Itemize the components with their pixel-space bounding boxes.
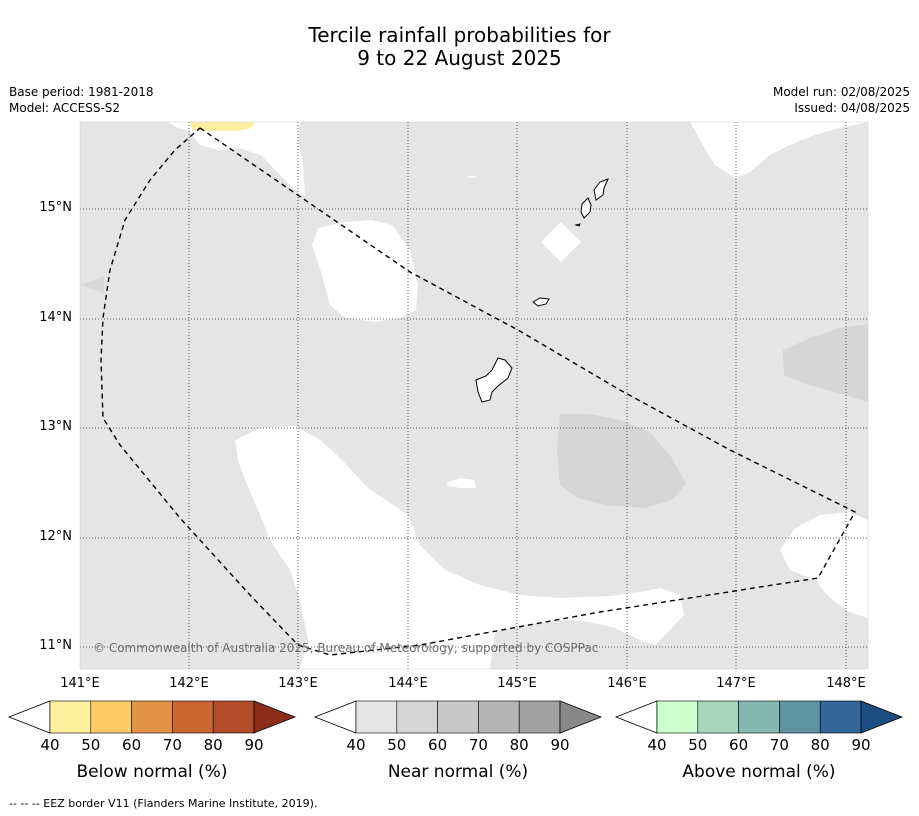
- above-normal-segment-40: [656, 700, 699, 734]
- tinian-island: [580, 197, 592, 219]
- islands: [475, 178, 609, 403]
- white-region-central: [312, 220, 418, 322]
- below-normal-segment-60: [131, 700, 173, 734]
- white-region-diamond: [541, 222, 581, 262]
- footer-eez-note: -- -- -- EEZ border V11 (Flanders Marine…: [9, 797, 318, 810]
- grey-wedge-west: [80, 276, 104, 294]
- near-normal-tick-50: 50: [387, 736, 407, 754]
- near-normal-segment-80: [518, 700, 561, 734]
- white-region-small-notch: [467, 176, 476, 178]
- issued-date: Issued: 04/08/2025: [794, 101, 910, 115]
- meta-left: Base period: 1981-2018 Model: ACCESS-S2: [9, 84, 154, 116]
- saipan-island: [593, 178, 609, 201]
- above-normal-tick-80: 80: [810, 736, 830, 754]
- below-normal-over-arrow: [253, 700, 297, 734]
- guam-island: [475, 357, 513, 403]
- below-normal-segment-70: [172, 700, 214, 734]
- rota-island: [532, 297, 550, 307]
- above-normal-tick-40: 40: [647, 736, 667, 754]
- near-normal-segment-70: [478, 700, 520, 734]
- lat-label-15n: 15°N: [39, 200, 72, 215]
- map-title-line1: Tercile rainfall probabilities for: [308, 23, 611, 47]
- near-normal-base-region: [80, 122, 868, 669]
- near-normal-50-region-center: [557, 414, 686, 508]
- above-normal-label: Above normal (%): [682, 762, 836, 782]
- model-run: Model run: 02/08/2025: [772, 85, 910, 99]
- white-region-east: [780, 512, 868, 618]
- below-normal-tick-50: 50: [81, 736, 101, 754]
- below-normal-tick-40: 40: [40, 736, 60, 754]
- lon-label-144e: 144°E: [388, 676, 428, 691]
- lon-label-142e: 142°E: [169, 676, 209, 691]
- near-normal-tick-70: 70: [468, 736, 488, 754]
- white-region-small-blob: [447, 478, 476, 488]
- below-normal-tick-60: 60: [122, 736, 142, 754]
- near-normal-tick-90: 90: [550, 736, 570, 754]
- below-normal-segment-80: [212, 700, 255, 734]
- below-normal-40-region: [190, 122, 255, 131]
- above-normal-tick-60: 60: [729, 736, 749, 754]
- gridlines: [80, 122, 868, 669]
- lat-label-11n: 11°N: [39, 638, 72, 653]
- lat-label-14n: 14°N: [39, 310, 72, 325]
- near-normal-over-arrow: [559, 700, 603, 734]
- white-region-south: [80, 426, 684, 669]
- near-normal-segment-50: [396, 700, 438, 734]
- below-normal-tick-80: 80: [203, 736, 223, 754]
- above-normal-segment-60: [738, 700, 780, 734]
- copyright-notice: © Commonwealth of Australia 2025, Bureau…: [93, 641, 599, 655]
- near-normal-segment-40: [355, 700, 398, 734]
- below-normal-label: Below normal (%): [76, 762, 228, 782]
- lat-label-13n: 13°N: [39, 419, 72, 434]
- lon-label-145e: 145°E: [497, 676, 537, 691]
- below-normal-segment-40: [49, 700, 92, 734]
- colorbar-near-normal: [313, 700, 603, 734]
- below-normal-tick-70: 70: [162, 736, 182, 754]
- lon-label-147e: 147°E: [716, 676, 756, 691]
- eez-border: [100, 127, 856, 656]
- below-normal-segment-50: [90, 700, 132, 734]
- white-region-northeast: [690, 122, 868, 178]
- above-normal-segment-80: [819, 700, 862, 734]
- aguijan-island: [574, 223, 581, 227]
- above-normal-tick-70: 70: [769, 736, 789, 754]
- below-normal-tick-90: 90: [244, 736, 264, 754]
- above-normal-under-arrow: [614, 700, 658, 734]
- lon-label-141e: 141°E: [60, 676, 100, 691]
- lon-label-148e: 148°E: [826, 676, 866, 691]
- above-normal-segment-70: [779, 700, 821, 734]
- meta-right: Model run: 02/08/2025 Issued: 04/08/2025: [773, 84, 910, 116]
- map-area: [80, 122, 868, 669]
- near-normal-under-arrow: [313, 700, 357, 734]
- below-normal-under-arrow: [7, 700, 51, 734]
- lon-label-143e: 143°E: [278, 676, 318, 691]
- near-normal-tick-40: 40: [346, 736, 366, 754]
- near-normal-50-region-east: [783, 324, 868, 402]
- base-period: Base period: 1981-2018: [9, 85, 154, 99]
- map-title-line2: 9 to 22 August 2025: [357, 46, 562, 70]
- above-normal-tick-90: 90: [851, 736, 871, 754]
- colorbars: [7, 700, 904, 734]
- near-normal-label: Near normal (%): [387, 762, 529, 782]
- above-normal-over-arrow: [860, 700, 904, 734]
- above-normal-segment-50: [697, 700, 739, 734]
- white-region-north: [168, 122, 305, 196]
- colorbar-below-normal: [7, 700, 297, 734]
- near-normal-segment-60: [437, 700, 479, 734]
- near-normal-tick-60: 60: [428, 736, 448, 754]
- model-name: Model: ACCESS-S2: [9, 101, 121, 115]
- lon-label-146e: 146°E: [607, 676, 647, 691]
- lat-label-12n: 12°N: [39, 529, 72, 544]
- above-normal-tick-50: 50: [688, 736, 708, 754]
- near-normal-tick-80: 80: [509, 736, 529, 754]
- colorbar-above-normal: [614, 700, 904, 734]
